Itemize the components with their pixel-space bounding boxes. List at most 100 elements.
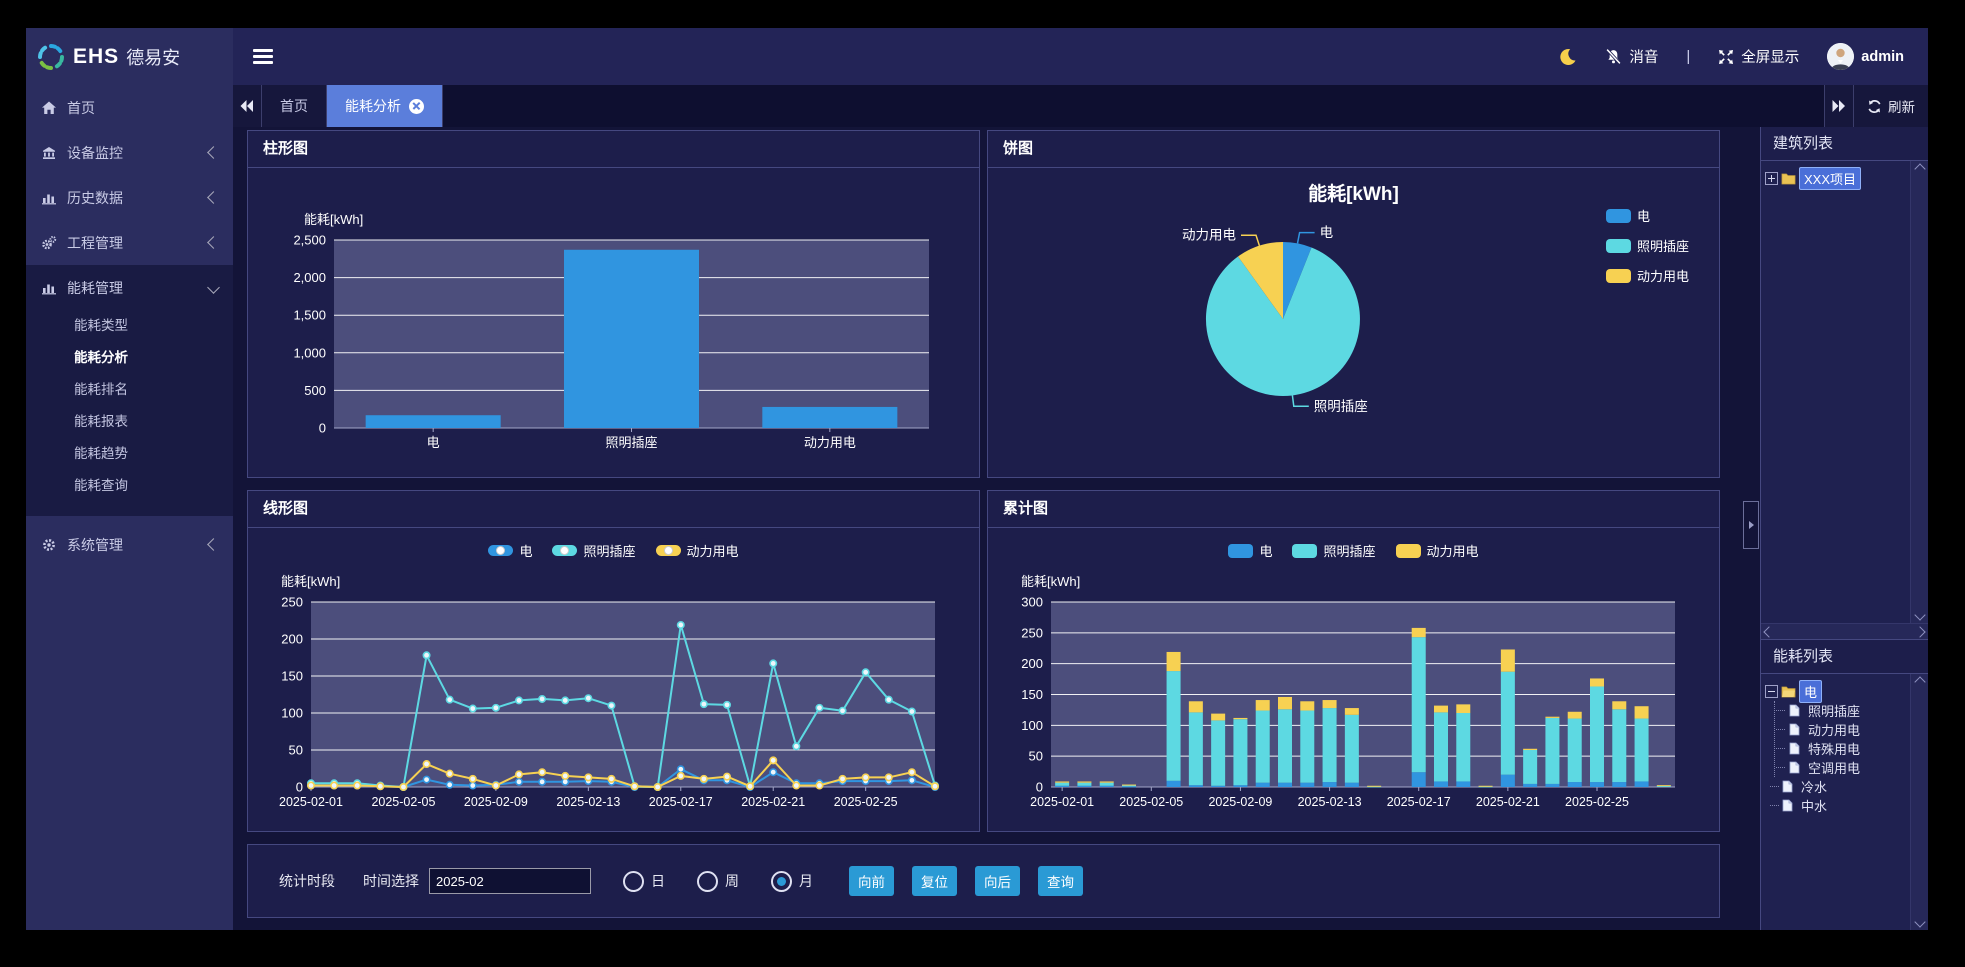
data-point[interactable] — [514, 770, 523, 779]
tree-node-hvac[interactable]: 空调用电 — [1788, 758, 1910, 777]
hamburger-menu-icon[interactable] — [253, 49, 273, 64]
stacked-bar-segment[interactable] — [1367, 785, 1382, 787]
data-point[interactable] — [468, 774, 477, 783]
energy-tree-vscrollbar[interactable] — [1910, 674, 1928, 930]
stacked-bar-segment[interactable] — [1478, 786, 1493, 788]
bar[interactable] — [762, 406, 898, 428]
data-point[interactable] — [722, 772, 731, 781]
tree-node-reclaimed-water[interactable]: 中水 — [1774, 796, 1910, 815]
stacked-bar-segment[interactable] — [1211, 720, 1226, 786]
stacked-bar-segment[interactable] — [1166, 671, 1181, 781]
stacked-bar-segment[interactable] — [1278, 696, 1292, 710]
stacked-bar-segment[interactable] — [1456, 713, 1471, 782]
tab-energy-analysis[interactable]: 能耗分析 — [327, 85, 443, 127]
tree-node-project[interactable]: XXX项目 — [1765, 167, 1910, 190]
stacked-bar-segment[interactable] — [1500, 649, 1515, 672]
stacked-bar-segment[interactable] — [1122, 784, 1136, 786]
stacked-bar-segment[interactable] — [1567, 711, 1582, 719]
stacked-bar-segment[interactable] — [1478, 785, 1493, 787]
sidebar-item-history[interactable]: 历史数据 — [26, 175, 233, 220]
data-point[interactable] — [353, 781, 362, 790]
data-point[interactable] — [699, 700, 708, 709]
stacked-bar-segment[interactable] — [1211, 785, 1226, 787]
data-point[interactable] — [907, 707, 916, 716]
building-tree-hscrollbar[interactable] — [1761, 623, 1928, 639]
stacked-bar-segment[interactable] — [1255, 710, 1270, 783]
data-point[interactable] — [884, 695, 893, 704]
stacked-bar-segment[interactable] — [1211, 713, 1226, 721]
scroll-up-icon[interactable] — [1913, 163, 1926, 175]
data-point[interactable] — [861, 668, 870, 677]
radio-month[interactable]: 月 — [771, 870, 813, 892]
stacked-bar-segment[interactable] — [1411, 637, 1426, 773]
tree-node-label[interactable]: 照明插座 — [1808, 704, 1861, 719]
query-button[interactable]: 查询 — [1038, 866, 1083, 896]
data-point[interactable] — [538, 768, 547, 777]
data-point[interactable] — [607, 774, 616, 783]
stacked-bar-segment[interactable] — [1545, 717, 1560, 784]
stacked-bar-segment[interactable] — [1634, 706, 1649, 719]
stacked-bar-segment[interactable] — [1456, 781, 1471, 787]
sidebar-subitem-energy-trend[interactable]: 能耗趋势 — [74, 446, 128, 461]
sidebar-item-devices[interactable]: 设备监控 — [26, 130, 233, 175]
data-point[interactable] — [422, 651, 431, 660]
stacked-bar-segment[interactable] — [1099, 785, 1114, 787]
tree-node-cold-water[interactable]: 冷水 — [1774, 777, 1910, 796]
sidebar-subitem-energy-analysis[interactable]: 能耗分析 — [74, 350, 128, 365]
stacked-bar-segment[interactable] — [1278, 782, 1292, 787]
stacked-bar-segment[interactable] — [1523, 750, 1538, 784]
stacked-bar-segment[interactable] — [1055, 782, 1070, 786]
stacked-bar-segment[interactable] — [1099, 782, 1114, 786]
stacked-bar-segment[interactable] — [1077, 785, 1092, 787]
legend-item[interactable]: 电 — [488, 541, 532, 560]
tabs-scroll-left-button[interactable] — [233, 85, 262, 127]
data-point[interactable] — [422, 775, 431, 784]
scroll-down-icon[interactable] — [1913, 609, 1926, 621]
sidebar-item-engineering[interactable]: 工程管理 — [26, 220, 233, 265]
sidebar-item-home[interactable]: 首页 — [26, 85, 233, 130]
pie-slice[interactable] — [1205, 247, 1360, 397]
data-point[interactable] — [538, 777, 547, 786]
sidebar-subitem-energy-type[interactable]: 能耗类型 — [74, 318, 128, 333]
fullscreen-button[interactable]: 全屏显示 — [1718, 46, 1799, 67]
stacked-bar-segment[interactable] — [1255, 782, 1270, 787]
data-point[interactable] — [399, 783, 408, 792]
stacked-bar-segment[interactable] — [1523, 783, 1538, 787]
data-point[interactable] — [746, 782, 755, 791]
stacked-bar-segment[interactable] — [1278, 709, 1292, 783]
mute-button[interactable]: 消音 — [1605, 46, 1658, 67]
pie-slice[interactable] — [1283, 242, 1312, 319]
scroll-up-icon[interactable] — [1913, 676, 1926, 688]
scroll-left-icon[interactable] — [1763, 625, 1775, 638]
data-point[interactable] — [514, 777, 523, 786]
reset-button[interactable]: 复位 — [912, 866, 957, 896]
data-point[interactable] — [815, 703, 824, 712]
stacked-bar-segment[interactable] — [1300, 782, 1315, 787]
data-point[interactable] — [884, 773, 893, 782]
legend-item[interactable]: 照明插座 — [552, 541, 636, 560]
bar[interactable] — [564, 249, 699, 428]
data-point[interactable] — [584, 694, 593, 703]
data-point[interactable] — [769, 756, 778, 765]
data-point[interactable] — [468, 704, 477, 713]
data-point[interactable] — [676, 765, 685, 774]
data-point[interactable] — [838, 774, 847, 783]
stacked-bar-segment[interactable] — [1055, 781, 1070, 783]
data-point[interactable] — [561, 696, 570, 705]
data-point[interactable] — [514, 696, 523, 705]
stacked-bar-segment[interactable] — [1188, 785, 1203, 787]
bar[interactable] — [365, 415, 501, 428]
tree-node-special[interactable]: 特殊用电 — [1788, 739, 1910, 758]
legend-item[interactable]: 动力用电 — [1395, 541, 1479, 560]
tree-node-label[interactable]: 冷水 — [1801, 780, 1828, 795]
refresh-button[interactable]: 刷新 — [1853, 85, 1928, 127]
stacked-bar-segment[interactable] — [1656, 785, 1671, 787]
stacked-bar-segment[interactable] — [1434, 781, 1448, 787]
data-point[interactable] — [676, 620, 685, 629]
stacked-bar-segment[interactable] — [1500, 774, 1515, 787]
stacked-bar-segment[interactable] — [1322, 782, 1337, 787]
legend-item[interactable]: 动力用电 — [655, 541, 739, 560]
sidebar-item-system[interactable]: 系统管理 — [26, 522, 233, 567]
data-point[interactable] — [630, 782, 639, 791]
data-point[interactable] — [769, 659, 778, 668]
